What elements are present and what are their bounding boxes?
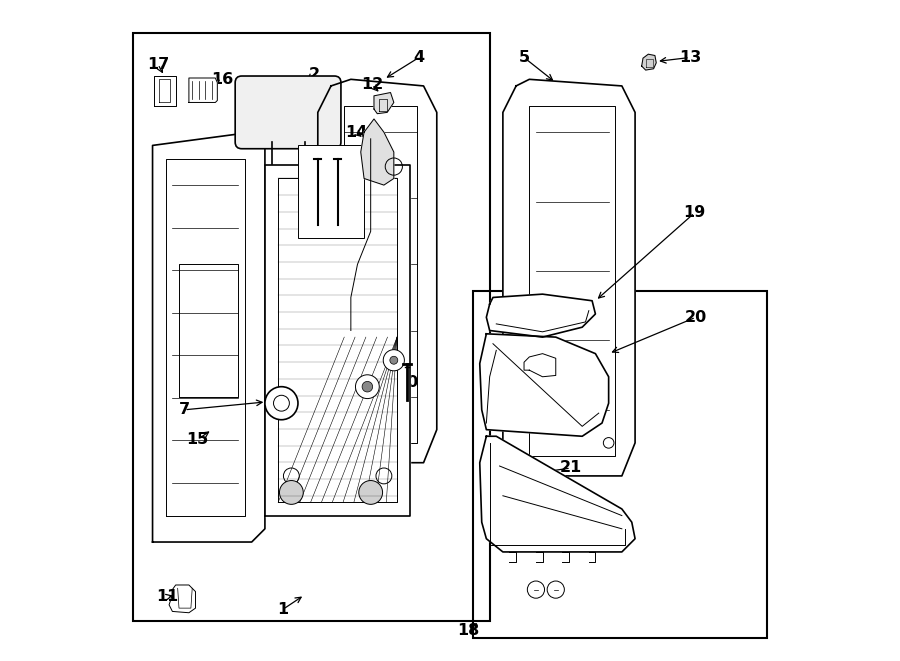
Polygon shape [480, 436, 635, 552]
Polygon shape [374, 93, 394, 114]
Polygon shape [153, 132, 265, 542]
Text: 3: 3 [309, 178, 320, 192]
Text: 15: 15 [186, 432, 209, 447]
Bar [298, 145, 365, 238]
Text: 9: 9 [385, 346, 396, 361]
Circle shape [280, 481, 303, 504]
Text: 19: 19 [683, 206, 706, 220]
Text: 14: 14 [345, 125, 367, 139]
Polygon shape [169, 585, 195, 613]
Text: 16: 16 [211, 72, 233, 87]
Bar [473, 291, 768, 638]
Text: 4: 4 [413, 50, 425, 65]
Polygon shape [361, 119, 394, 185]
Text: 7: 7 [179, 403, 190, 417]
Circle shape [359, 481, 382, 504]
Polygon shape [480, 334, 608, 436]
Polygon shape [642, 54, 656, 70]
Text: 20: 20 [685, 310, 707, 325]
Polygon shape [189, 78, 217, 102]
Text: 5: 5 [518, 50, 529, 65]
Text: 6: 6 [391, 260, 401, 275]
Bar [132, 33, 490, 621]
Circle shape [547, 581, 564, 598]
Text: 11: 11 [156, 590, 178, 604]
Polygon shape [265, 165, 410, 516]
Circle shape [362, 381, 373, 392]
Text: 21: 21 [560, 461, 582, 475]
Polygon shape [503, 79, 635, 476]
Circle shape [390, 356, 398, 364]
Text: 2: 2 [309, 67, 320, 81]
Polygon shape [318, 79, 436, 463]
Polygon shape [486, 294, 596, 337]
Text: 13: 13 [679, 50, 701, 65]
Text: 17: 17 [147, 57, 169, 71]
Circle shape [265, 387, 298, 420]
Text: 1: 1 [277, 602, 288, 617]
Circle shape [356, 375, 379, 399]
Circle shape [383, 350, 404, 371]
Text: 18: 18 [457, 623, 480, 638]
Text: 12: 12 [361, 77, 383, 92]
Polygon shape [154, 76, 176, 106]
Text: 8: 8 [357, 396, 368, 410]
Circle shape [527, 581, 544, 598]
FancyBboxPatch shape [235, 76, 341, 149]
Text: 10: 10 [396, 375, 418, 389]
